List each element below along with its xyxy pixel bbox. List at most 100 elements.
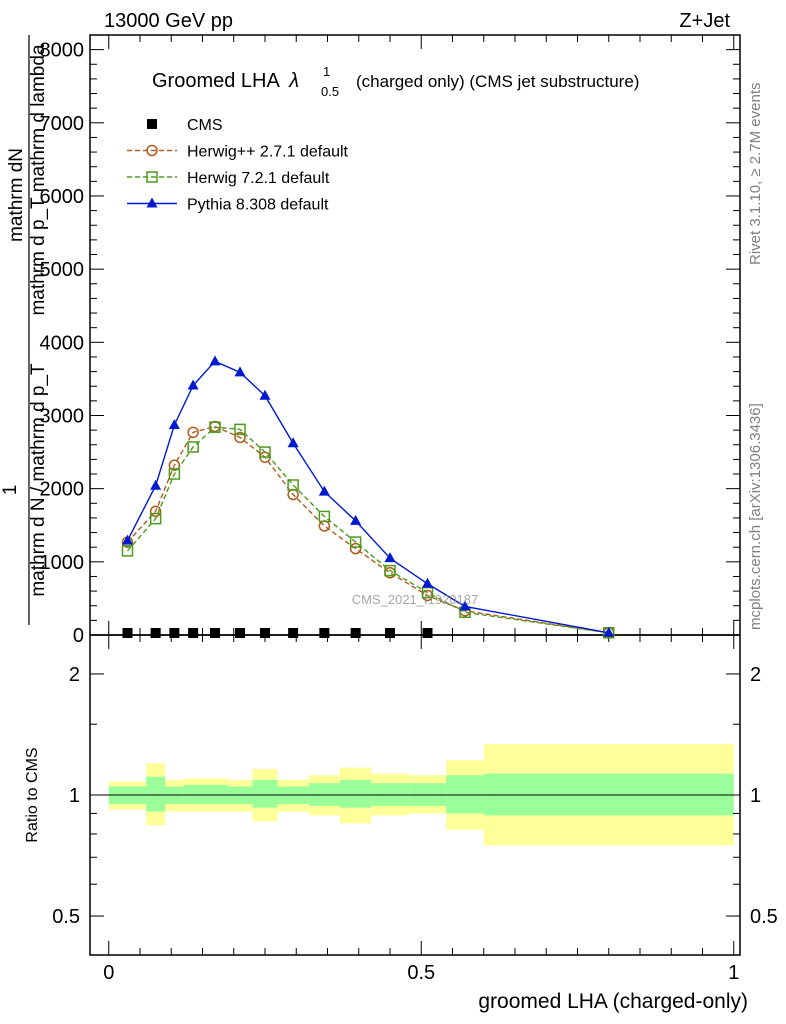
data-point — [150, 479, 162, 490]
data-point — [122, 534, 133, 545]
data-point — [603, 626, 615, 637]
legend-entry: Herwig++ 2.7.1 default — [127, 144, 349, 161]
legend-marker — [146, 171, 158, 183]
data-point — [459, 600, 471, 611]
mcplots-label: mcplots.cern.ch [arXiv:1306.3436] — [747, 403, 764, 630]
ratio-ylabel: Ratio to CMS — [24, 747, 41, 842]
ratio-band-inner — [146, 776, 165, 812]
y-tick-label: 8000 — [40, 40, 85, 62]
legend-entry: Herwig 7.2.1 default — [127, 170, 330, 187]
ratio-band-inner — [371, 783, 409, 806]
data-point — [287, 479, 299, 491]
data-point — [209, 355, 221, 366]
y-tick-label: 7000 — [40, 113, 85, 135]
ylabel-factor: 1 — [0, 485, 21, 496]
ratio-band-inner — [202, 784, 228, 804]
plot-title: Groomed LHA λ — [152, 70, 299, 92]
series-2 — [121, 421, 615, 639]
data-point — [187, 426, 199, 439]
main-axis-ticks: 0 1000 2000 3000 4000 5000 6000 7000 8000 0 0.5 1 — [40, 34, 740, 984]
data-point — [318, 485, 330, 496]
data-point — [260, 628, 270, 638]
x-tick-label: 1 — [728, 962, 739, 984]
data-point — [188, 628, 199, 638]
xlabel: groomed LHA (charged-only) — [478, 990, 748, 1013]
y-tick-label: 2000 — [40, 479, 85, 501]
data-point — [209, 420, 221, 433]
plot-title-main: Groomed LHA — [152, 70, 280, 92]
data-point — [149, 505, 162, 518]
y-tick-label: 1000 — [40, 552, 85, 574]
data-point — [287, 437, 299, 448]
data-point — [318, 510, 331, 523]
ratio-tick-label: 1 — [69, 785, 80, 807]
data-point — [209, 421, 221, 433]
data-point — [350, 628, 361, 638]
data-point — [168, 459, 181, 471]
ratio-tick-label-right: 0.5 — [750, 906, 778, 928]
data-point — [259, 389, 271, 400]
legend-entry: Pythia 8.308 default — [127, 197, 329, 214]
data-point — [187, 441, 199, 453]
y-tick-label: 6000 — [40, 186, 85, 208]
series-0 — [122, 628, 433, 638]
ratio-tick-label: 0.5 — [52, 906, 80, 928]
x-tick-label: 0 — [103, 962, 114, 984]
legend-entry: CMS — [147, 117, 223, 134]
data-point — [150, 628, 161, 638]
plot-title-rest: (charged only) (CMS jet substructure) — [356, 72, 639, 91]
legend-marker — [146, 197, 158, 208]
data-point — [168, 419, 180, 429]
data-point — [169, 628, 180, 638]
rivet-label: Rivet 3.1.10, ≥ 2.7M events — [747, 83, 764, 266]
data-point — [318, 520, 331, 532]
series-3 — [122, 355, 615, 637]
watermark: CMS_2021_I1920187 — [352, 592, 479, 607]
legend-label: Herwig++ 2.7.1 default — [187, 144, 349, 161]
y-tick-label: 0 — [73, 625, 84, 647]
data-point — [234, 366, 246, 377]
y-tick-label: 3000 — [40, 405, 85, 427]
ratio-band-inner — [252, 779, 278, 808]
data-point — [384, 552, 396, 563]
data-point — [349, 542, 362, 555]
data-point — [210, 628, 220, 638]
ratio-band-inner — [308, 783, 340, 806]
ylabel-denominator: mathrm d p_T mathrm d lambda — [28, 44, 49, 315]
data-point — [187, 379, 199, 390]
legend-marker — [146, 144, 158, 157]
data-point — [168, 468, 181, 480]
data-point — [384, 564, 396, 577]
plot-title-lambda: λ — [288, 70, 299, 92]
data-point — [385, 628, 395, 638]
ratio-tick-label-right: 2 — [750, 664, 761, 686]
data-point — [149, 512, 162, 525]
series-layer — [121, 355, 615, 639]
data-point — [288, 628, 299, 638]
energy-label: 13000 GeV pp — [104, 10, 233, 32]
y-tick-label: 5000 — [40, 259, 85, 281]
ylabel-factor-denominator: mathrm d N / mathrm d p_T — [28, 363, 49, 597]
data-point — [319, 628, 330, 638]
ratio-axis-ticks: 0.5 0.5 1 1 2 2 — [52, 664, 778, 928]
ratio-band-inner — [446, 775, 484, 814]
legend-marker — [147, 119, 157, 129]
legend-label: Herwig 7.2.1 default — [187, 170, 330, 187]
ratio-tick-label-right: 1 — [750, 785, 761, 807]
ratio-band-inner — [408, 783, 447, 806]
ylabel-numerator: mathrm dN — [6, 148, 27, 242]
series-line — [126, 360, 609, 634]
x-tick-label: 0.5 — [407, 962, 435, 984]
plot-title-sub: 0.5 — [321, 84, 339, 99]
ratio-tick-label: 2 — [69, 664, 80, 686]
legend: CMS Herwig++ 2.7.1 default Herwig 7.2.1 de… — [127, 117, 349, 214]
data-point — [234, 423, 246, 436]
data-point — [259, 446, 271, 458]
ratio-band-inner — [183, 784, 203, 804]
data-point — [235, 628, 245, 638]
process-label: Z+Jet — [679, 10, 730, 32]
plot-title-sup: 1 — [323, 64, 330, 79]
data-point — [234, 431, 246, 444]
y-tick-label: 4000 — [40, 332, 85, 354]
